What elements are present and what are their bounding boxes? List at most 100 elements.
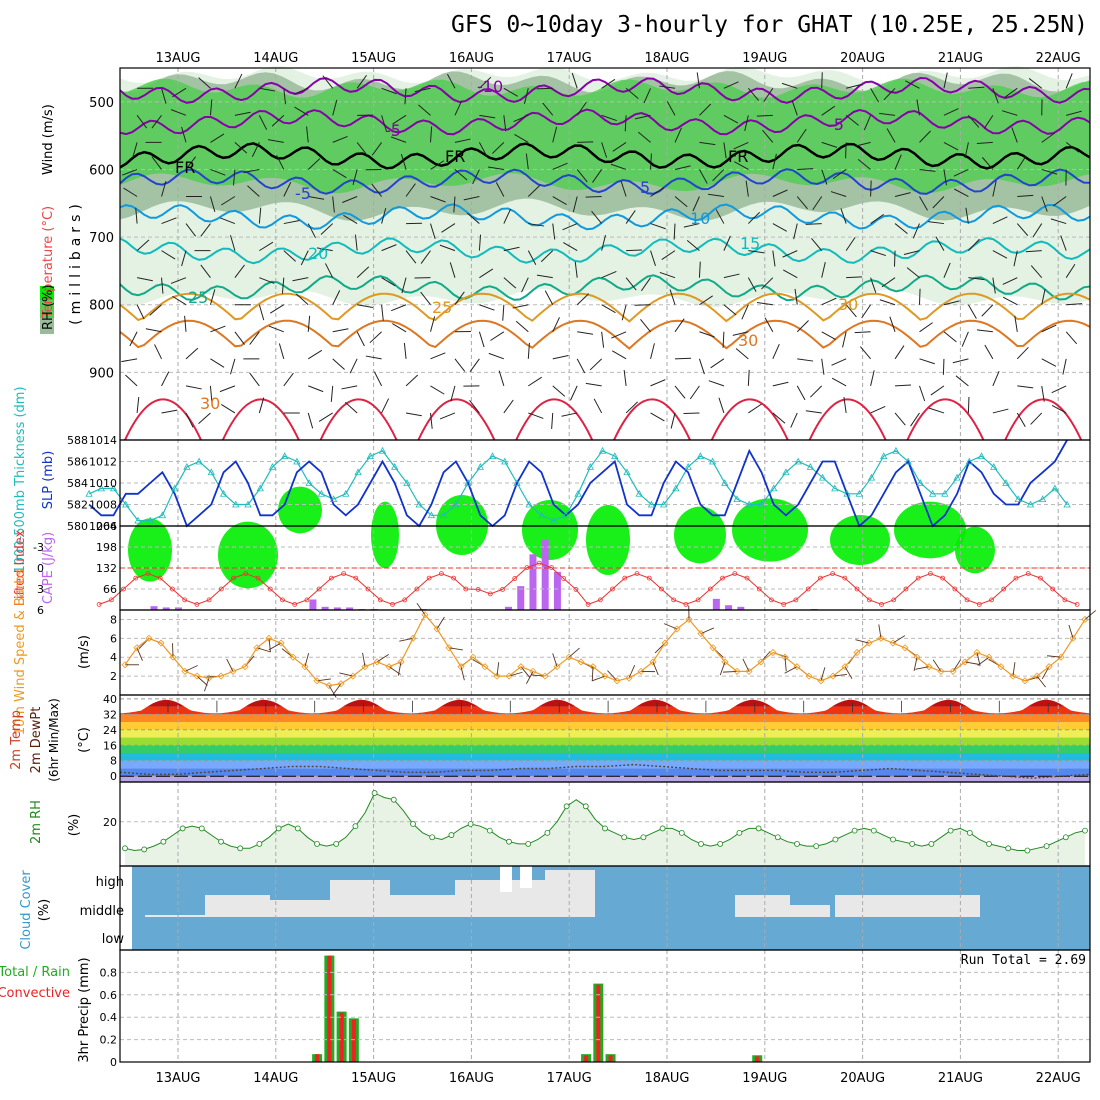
li-point	[133, 575, 139, 581]
wind-barb	[831, 377, 847, 387]
thickness-point	[488, 452, 497, 460]
thickness-point	[378, 446, 387, 454]
wind-barb	[810, 385, 823, 398]
wind-barb	[674, 127, 682, 143]
wind-barb	[745, 180, 749, 197]
thickness-point	[867, 473, 876, 481]
wind-barb	[585, 382, 602, 387]
wind-barb	[161, 371, 170, 387]
contour-label: 10	[690, 209, 710, 228]
wind-barb	[894, 412, 906, 426]
wind-barb	[488, 352, 505, 360]
wind-barb	[1017, 194, 1034, 198]
cape-bar	[333, 607, 341, 610]
wind-barb	[624, 115, 627, 132]
wind-barb	[308, 196, 325, 200]
precip-tick: 0.8	[100, 966, 118, 979]
li-point	[866, 597, 872, 603]
wind-barb	[1017, 385, 1034, 389]
wind-barb	[234, 73, 243, 89]
wind-barb	[1050, 218, 1067, 225]
wind-barb	[699, 169, 708, 184]
temp2m-range-label: (6hr Min/Max)	[47, 698, 61, 782]
contour-label: FR	[728, 147, 748, 166]
wind-barb	[845, 114, 859, 126]
wind-barb	[683, 412, 700, 415]
wind-barb	[673, 223, 676, 240]
thickness-point	[549, 516, 558, 524]
thickness-point	[977, 452, 986, 460]
wind-barb	[683, 223, 700, 228]
wind-barb	[772, 381, 789, 387]
rh-point	[294, 825, 301, 832]
wind-barb	[306, 126, 309, 143]
cloud-gap	[735, 895, 790, 917]
pressure-tick: 600	[89, 163, 114, 178]
wind-barb	[747, 369, 750, 386]
temp-band	[120, 760, 1090, 769]
wind-barb	[840, 208, 847, 224]
wind-barb	[185, 347, 199, 360]
rh-point	[506, 838, 512, 845]
li-point	[891, 597, 897, 603]
wind10m-barb	[607, 670, 618, 682]
wind-barb	[576, 101, 587, 116]
wind-barb	[401, 277, 407, 294]
wind-barb	[430, 316, 436, 332]
rh-point	[1082, 827, 1088, 834]
wind-barb	[469, 358, 480, 373]
rh-label: RH (%)	[41, 285, 56, 330]
thickness-point	[342, 489, 350, 497]
wind-barb	[249, 372, 260, 387]
wind-barb	[919, 196, 928, 211]
li-point	[157, 575, 163, 581]
wind-barb	[830, 191, 847, 197]
wind10m-barb	[496, 662, 500, 677]
wind-point	[541, 672, 549, 680]
wind-tick: 4	[110, 651, 117, 664]
wind-barb	[634, 114, 651, 120]
wind-barb	[151, 156, 162, 170]
wind-point	[589, 663, 597, 671]
date-label-top: 22AUG	[1036, 51, 1081, 66]
cape-bar	[162, 607, 170, 610]
temp-band	[120, 737, 1090, 746]
li-tick: 6	[37, 604, 44, 617]
thickness-point	[843, 489, 851, 497]
wind-barb	[870, 88, 880, 103]
thickness-point	[672, 484, 680, 492]
rh-point	[141, 846, 148, 853]
wind-barb	[756, 302, 773, 306]
isotherm-FR	[119, 142, 1091, 170]
rh-band-90	[586, 505, 630, 575]
wind10m-barb	[226, 658, 234, 672]
wind-barb	[381, 207, 387, 224]
wind-barb	[576, 293, 590, 306]
wind-barb	[172, 295, 187, 306]
wind-barb	[981, 304, 994, 317]
wind-barb	[552, 317, 560, 332]
wind-barb	[234, 264, 245, 278]
contour-label: -5	[385, 121, 401, 140]
wind-barb	[1041, 324, 1057, 333]
wind-barb	[342, 196, 358, 203]
li-point	[928, 571, 933, 576]
wind-barb	[354, 234, 358, 251]
wind-barb	[870, 277, 877, 293]
contour-label: FR	[445, 147, 465, 166]
cloud-gap	[205, 895, 270, 917]
temp2m-label: 2m Temp	[9, 710, 24, 770]
wind-barb	[928, 407, 945, 414]
wind-point	[373, 658, 381, 666]
li-point	[585, 602, 591, 607]
wind-barb	[527, 250, 537, 265]
li-point	[243, 571, 249, 576]
wind-barb	[491, 142, 505, 154]
wind10m-barb	[878, 624, 882, 639]
lifted-index-label: Lifted Index	[13, 529, 28, 606]
wind-barb	[1016, 346, 1029, 360]
rh-tick: 20	[103, 816, 117, 829]
li-point	[292, 602, 298, 607]
wind-point	[277, 639, 285, 647]
date-label-top: 13AUG	[155, 51, 200, 66]
